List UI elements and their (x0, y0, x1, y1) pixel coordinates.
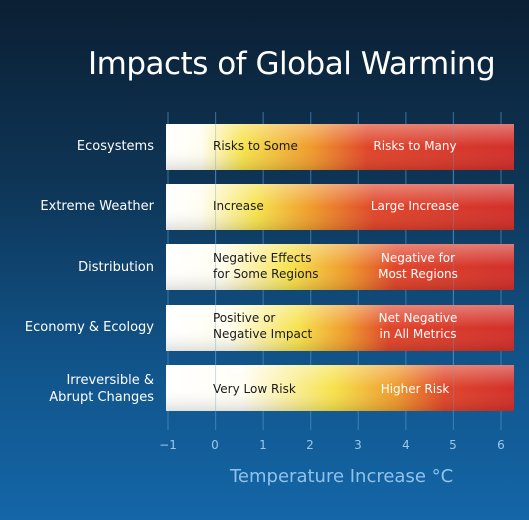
bar-low-text-ecosystems: Risks to Some (213, 139, 298, 153)
bar-high-text-distribution: Negative for Most Regions (378, 251, 458, 281)
bar-high-text-extreme-weather: Large Increase (370, 199, 460, 213)
bar-low-text-economy-ecology: Positive or Negative Impact (213, 311, 313, 341)
category-label-distribution: Distribution (78, 260, 154, 275)
x-tick-label: −1 (159, 438, 177, 452)
x-tick-label: 6 (497, 438, 505, 452)
x-axis-label: Temperature Increase °C (230, 466, 454, 487)
bar-low-text-irreversible-changes: Very Low Risk (213, 382, 296, 396)
bar-low-text-extreme-weather: Increase (213, 199, 264, 213)
chart-title: Impacts of Global Warming (88, 46, 496, 82)
bar-high-text-ecosystems: Risks to Many (373, 139, 457, 153)
category-label-irreversible-changes: Irreversible & Abrupt Changes (49, 373, 154, 405)
category-label-ecosystems: Ecosystems (76, 139, 154, 154)
bar-shine-2 (166, 244, 514, 290)
bar-shine-1 (166, 184, 514, 230)
bar-shine-3 (166, 305, 514, 351)
bar-high-text-economy-ecology: Net Negative in All Metrics (378, 311, 458, 341)
bar-low-text-distribution: Negative Effects for Some Regions (213, 251, 319, 281)
x-tick-label: 4 (402, 438, 410, 452)
bar-shine-0 (166, 124, 514, 170)
bar-high-text-irreversible-changes: Higher Risk (380, 382, 450, 396)
x-tick-label: 5 (449, 438, 457, 452)
x-tick-label: 2 (306, 438, 314, 452)
bars (166, 124, 514, 411)
category-label-economy-ecology: Economy & Ecology (24, 320, 154, 335)
category-label-extreme-weather: Extreme Weather (40, 199, 154, 214)
bar-shine-4 (166, 365, 514, 411)
x-tick-label: 1 (259, 438, 267, 452)
x-tick-label: 0 (211, 438, 219, 452)
x-tick-label: 3 (354, 438, 362, 452)
